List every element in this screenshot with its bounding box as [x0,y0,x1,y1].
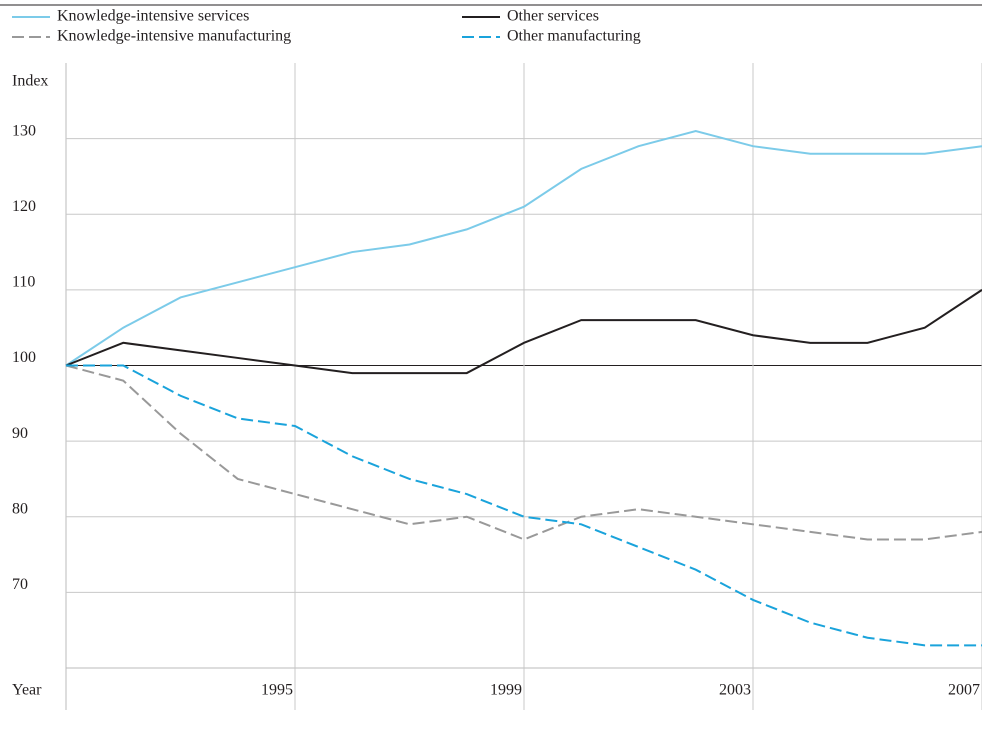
legend-label: Knowledge-intensive services [57,8,249,25]
y-tick-label: 110 [12,274,35,291]
series-line [65,289,982,375]
series-line [65,130,982,367]
legend-label: Knowledge-intensive manufacturing [57,28,291,45]
y-tick-label: 80 [12,500,28,517]
legend-label: Other manufacturing [507,28,641,45]
y-tick-label: 120 [12,198,36,215]
y-tick-label: 130 [12,122,36,139]
y-tick-label: 100 [12,349,36,366]
y-tick-label: 70 [12,576,28,593]
y-axis-label: Index [12,73,48,90]
series-line [65,364,982,541]
y-tick-label: 90 [12,425,28,442]
x-axis-label: Year [12,682,42,699]
x-tick-label: 2007 [948,682,980,699]
series-line [66,364,982,647]
x-tick-label: 1995 [261,682,293,699]
legend-label: Other services [507,8,599,25]
x-tick-label: 2003 [719,682,751,699]
x-tick-label: 1999 [490,682,522,699]
